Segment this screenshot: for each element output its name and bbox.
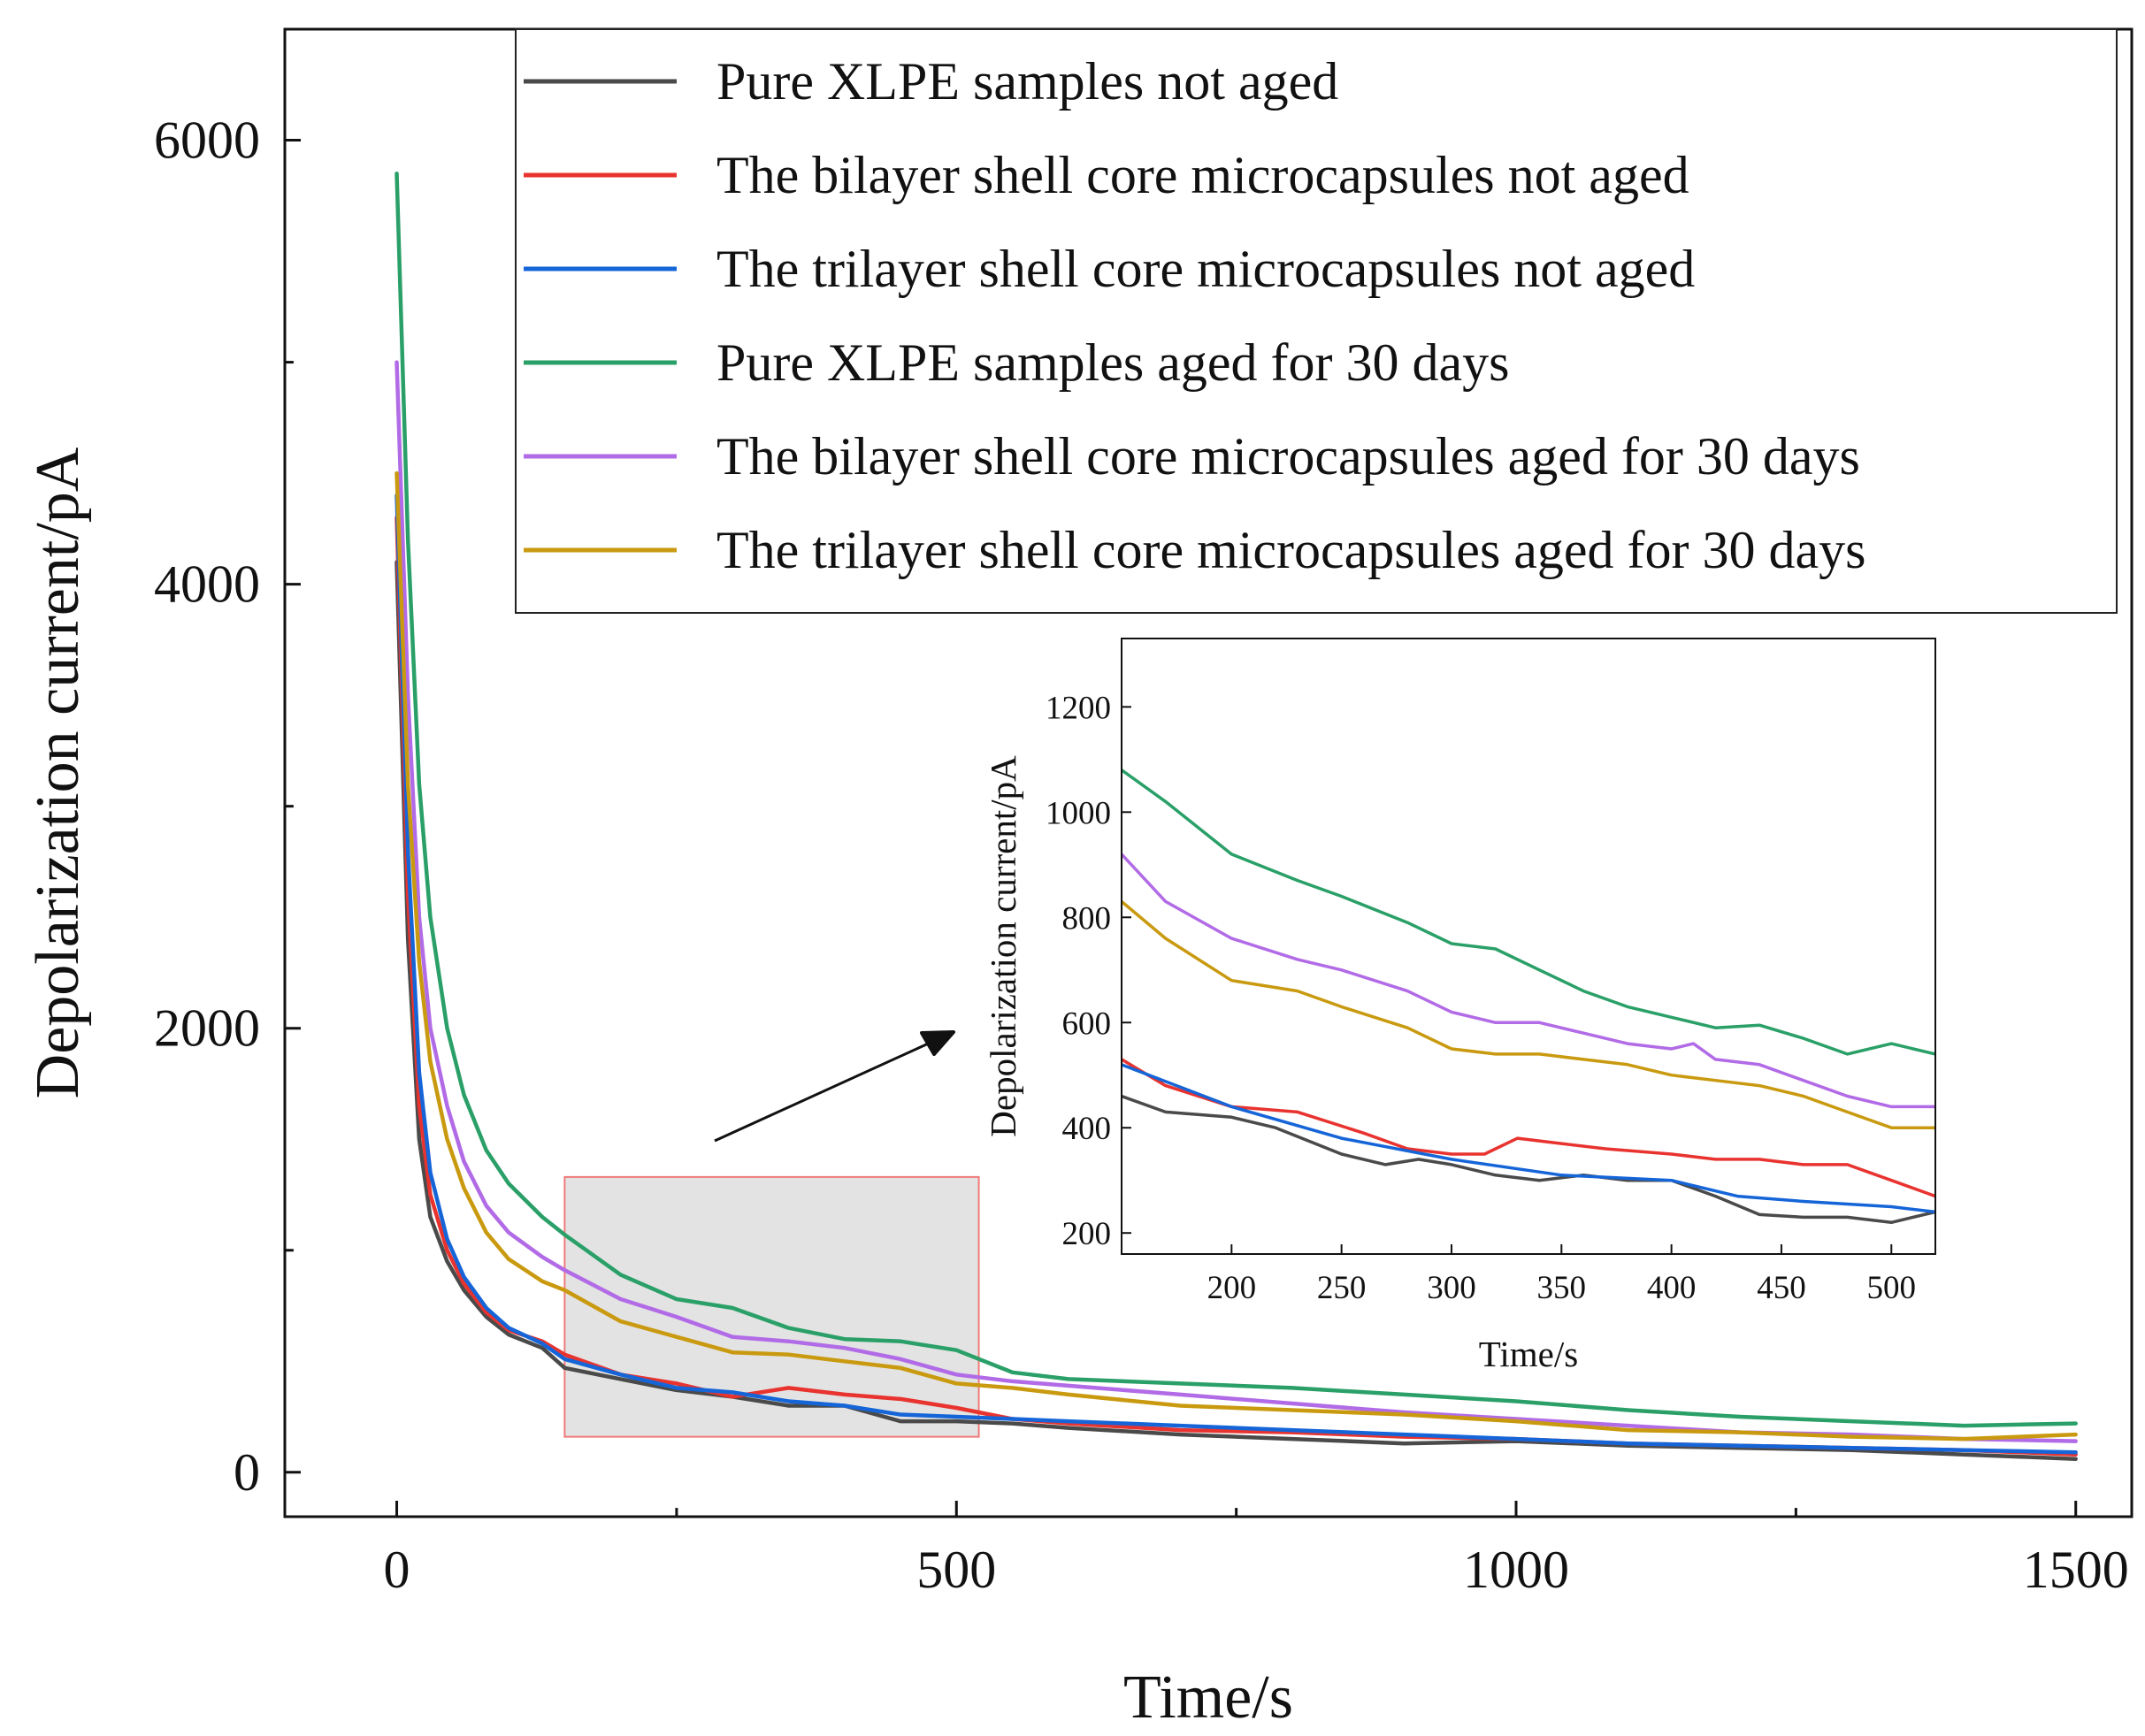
inset-x-tick-label: 250	[1317, 1270, 1367, 1306]
inset-series-line-6	[1122, 899, 1935, 1129]
y-tick-label: 0	[234, 1443, 260, 1502]
zoom-region-rect	[563, 1175, 980, 1438]
series-line-1	[395, 560, 2078, 1461]
y-tick-label: 6000	[154, 111, 260, 170]
legend-label: The trilayer shell core microcapsules ag…	[716, 521, 1866, 579]
zoom-arrow-line	[714, 1039, 935, 1143]
x-axis-title: Time/s	[1123, 1663, 1293, 1732]
zoom-arrow	[714, 1030, 955, 1143]
inset-series-line-4	[1122, 768, 1935, 1056]
inset-series-line-2	[1122, 1058, 1935, 1198]
inset-x-tick-label: 450	[1757, 1270, 1806, 1306]
legend-label: Pure XLPE samples not aged	[716, 52, 1338, 111]
inset-x-tick-label: 350	[1537, 1270, 1587, 1306]
inset-y-tick-label: 1000	[1046, 795, 1111, 831]
inset-x-axis-title: Time/s	[1479, 1334, 1578, 1374]
inset-x-tick-label: 500	[1867, 1270, 1917, 1306]
legend-label: The bilayer shell core microcapsules age…	[716, 427, 1860, 486]
x-tick-label: 1500	[2023, 1541, 2129, 1599]
legend-item: Pure XLPE samples not aged	[524, 52, 1338, 111]
inset-chart: 200 250 300 350 400 450 500 200 400 600 800 1000 120…	[983, 638, 1936, 1374]
x-tick-label: 500	[916, 1541, 996, 1599]
inset-y-tick-label: 1200	[1046, 690, 1111, 726]
legend-label: The bilayer shell core microcapsules not…	[716, 146, 1689, 204]
legend-label: The trilayer shell core microcapsules no…	[716, 240, 1695, 298]
inset-plot-frame	[1121, 638, 1936, 1255]
legend-item: The bilayer shell core microcapsules not…	[524, 146, 1689, 204]
inset-y-tick-label: 800	[1062, 900, 1112, 937]
series-group	[395, 171, 2078, 1461]
series-line-3	[395, 493, 2078, 1455]
y-tick-label: 2000	[154, 999, 260, 1058]
series-line-4	[395, 171, 2078, 1428]
legend-item: The trilayer shell core microcapsules ag…	[524, 521, 1866, 579]
inset-x-tick-label: 300	[1427, 1270, 1476, 1306]
inset-series-line-5	[1122, 853, 1935, 1109]
zoom-arrow-head	[920, 1030, 955, 1056]
x-tick-label: 1000	[1463, 1541, 1569, 1599]
legend-box	[515, 28, 2118, 614]
legend-label: Pure XLPE samples aged for 30 days	[716, 333, 1509, 392]
inset-series-line-1	[1122, 1094, 1935, 1225]
inset-x-tick-label: 400	[1647, 1270, 1697, 1306]
series-line-6	[395, 470, 2078, 1442]
y-axis-title: Depolarization current/pA	[24, 447, 92, 1098]
inset-y-tick-label: 400	[1062, 1111, 1112, 1147]
inset-y-tick-label: 600	[1062, 1006, 1112, 1042]
series-line-5	[395, 360, 2078, 1443]
x-tick-label: 0	[384, 1541, 410, 1599]
plot-background	[1122, 639, 1935, 1254]
legend-item: The bilayer shell core microcapsules age…	[524, 427, 1860, 486]
inset-series-group	[1122, 768, 1935, 1225]
inset-y-tick-label: 200	[1062, 1216, 1112, 1252]
legend: Pure XLPE samples not aged The bilayer sh…	[515, 28, 2118, 614]
inset-x-tick-label: 200	[1207, 1270, 1257, 1306]
main-chart: 0 500 1000 1500 0 2000 4000 6000 Time/s Depolariz…	[24, 27, 2134, 1732]
legend-item: Pure XLPE samples aged for 30 days	[524, 333, 1509, 392]
inset-series-line-3	[1122, 1063, 1935, 1214]
inset-y-axis-title: Depolarization current/pA	[983, 755, 1023, 1137]
y-tick-label: 4000	[154, 555, 260, 614]
legend-item: The trilayer shell core microcapsules no…	[524, 240, 1695, 298]
